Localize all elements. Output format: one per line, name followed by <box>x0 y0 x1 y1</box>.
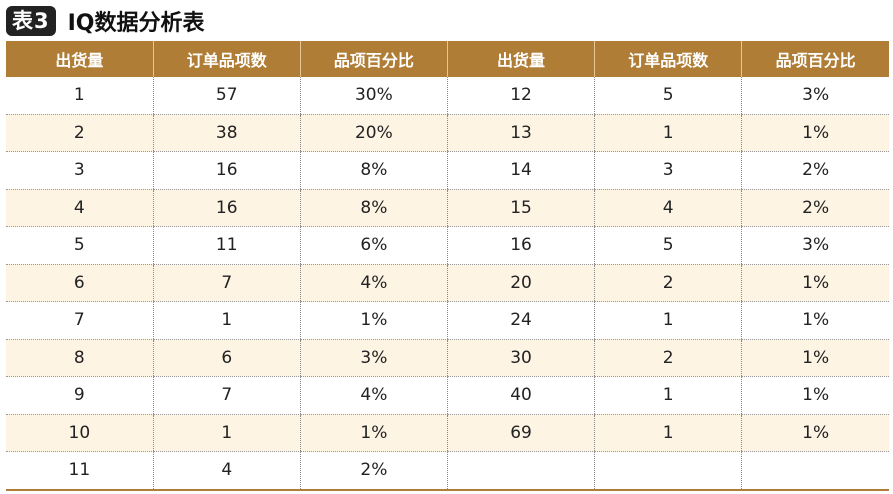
table-cell: 1% <box>299 301 448 340</box>
table-cell: 14 <box>446 151 595 190</box>
table-cell: 6% <box>299 226 448 265</box>
table-cell: 3 <box>594 151 742 190</box>
table-row: 7 1 1% 24 1 1% <box>6 301 889 340</box>
table-row: 9 7 4% 40 1 1% <box>6 376 889 415</box>
table-cell: 20 <box>446 264 595 302</box>
table-cell <box>741 451 889 491</box>
table-cell: 5 <box>594 226 742 265</box>
table-cell: 2 <box>594 339 742 377</box>
table-cell: 5 <box>6 226 154 265</box>
table-number-badge: 表3 <box>6 6 56 36</box>
table-cell: 3 <box>6 151 154 190</box>
table-row: 10 1 1% 69 1 1% <box>6 414 889 452</box>
table-cell: 1% <box>741 376 889 415</box>
table-cell: 1% <box>741 414 889 452</box>
table-cell: 1 <box>594 114 742 152</box>
table-cell: 24 <box>446 301 595 340</box>
table-cell: 6 <box>6 264 154 302</box>
table-row: 8 6 3% 30 2 1% <box>6 339 889 377</box>
table-cell <box>594 451 742 491</box>
table-cell: 1% <box>741 264 889 302</box>
table-cell: 57 <box>152 77 301 115</box>
table-cell: 1 <box>152 301 301 340</box>
table-cell: 2% <box>741 151 889 190</box>
table-cell: 1 <box>6 77 154 115</box>
table-cell: 2% <box>741 189 889 227</box>
header-item-percentage: 品项百分比 <box>741 41 889 77</box>
header-item-percentage: 品项百分比 <box>299 41 448 77</box>
iq-data-table: 出货量 订单品项数 品项百分比 出货量 订单品项数 品项百分比 1 57 30% 12… <box>6 41 889 491</box>
table-cell: 1% <box>741 114 889 152</box>
table-row: 3 16 8% 14 3 2% <box>6 151 889 190</box>
table-cell: 1% <box>741 339 889 377</box>
table-title-text: IQ数据分析表 <box>67 11 205 36</box>
table-cell: 1 <box>594 301 742 340</box>
table-title: 表3 IQ数据分析表 <box>6 4 205 38</box>
table-cell: 1 <box>594 376 742 415</box>
table-header-row: 出货量 订单品项数 品项百分比 出货量 订单品项数 品项百分比 <box>6 41 889 77</box>
table-cell: 13 <box>446 114 595 152</box>
table-cell: 11 <box>6 451 154 491</box>
table-cell <box>446 451 595 491</box>
table-cell: 11 <box>152 226 301 265</box>
table-cell: 1 <box>152 414 301 452</box>
table-cell: 8% <box>299 151 448 190</box>
table-cell: 12 <box>446 77 595 115</box>
table-cell: 16 <box>152 151 301 190</box>
table-cell: 1 <box>594 414 742 452</box>
table-cell: 8% <box>299 189 448 227</box>
table-cell: 7 <box>6 301 154 340</box>
table-cell: 9 <box>6 376 154 415</box>
table-cell: 7 <box>152 264 301 302</box>
table-cell: 38 <box>152 114 301 152</box>
table-row: 4 16 8% 15 4 2% <box>6 189 889 227</box>
table-cell: 40 <box>446 376 595 415</box>
table-cell: 10 <box>6 414 154 452</box>
table-cell: 4% <box>299 376 448 415</box>
table-cell: 15 <box>446 189 595 227</box>
table-cell: 4 <box>594 189 742 227</box>
table-cell: 2% <box>299 451 448 491</box>
table-cell: 1% <box>299 414 448 452</box>
table-cell: 16 <box>446 226 595 265</box>
table-cell: 5 <box>594 77 742 115</box>
header-order-item-count: 订单品项数 <box>594 41 742 77</box>
table-cell: 30% <box>299 77 448 115</box>
table-cell: 30 <box>446 339 595 377</box>
header-shipment-qty: 出货量 <box>446 41 595 77</box>
table-row: 5 11 6% 16 5 3% <box>6 226 889 265</box>
table-cell: 6 <box>152 339 301 377</box>
table-row: 11 4 2% <box>6 451 889 491</box>
table-cell: 4 <box>6 189 154 227</box>
table-cell: 1% <box>741 301 889 340</box>
header-shipment-qty: 出货量 <box>6 41 154 77</box>
table-row: 2 38 20% 13 1 1% <box>6 114 889 152</box>
table-cell: 3% <box>741 226 889 265</box>
table-row: 6 7 4% 20 2 1% <box>6 264 889 302</box>
table-cell: 69 <box>446 414 595 452</box>
header-order-item-count: 订单品项数 <box>152 41 301 77</box>
table-row: 1 57 30% 12 5 3% <box>6 77 889 115</box>
table-cell: 7 <box>152 376 301 415</box>
table-cell: 3% <box>741 77 889 115</box>
table-cell: 2 <box>6 114 154 152</box>
table-cell: 2 <box>594 264 742 302</box>
table-cell: 16 <box>152 189 301 227</box>
table-cell: 4% <box>299 264 448 302</box>
table-cell: 3% <box>299 339 448 377</box>
table-cell: 8 <box>6 339 154 377</box>
table-cell: 4 <box>152 451 301 491</box>
table-cell: 20% <box>299 114 448 152</box>
